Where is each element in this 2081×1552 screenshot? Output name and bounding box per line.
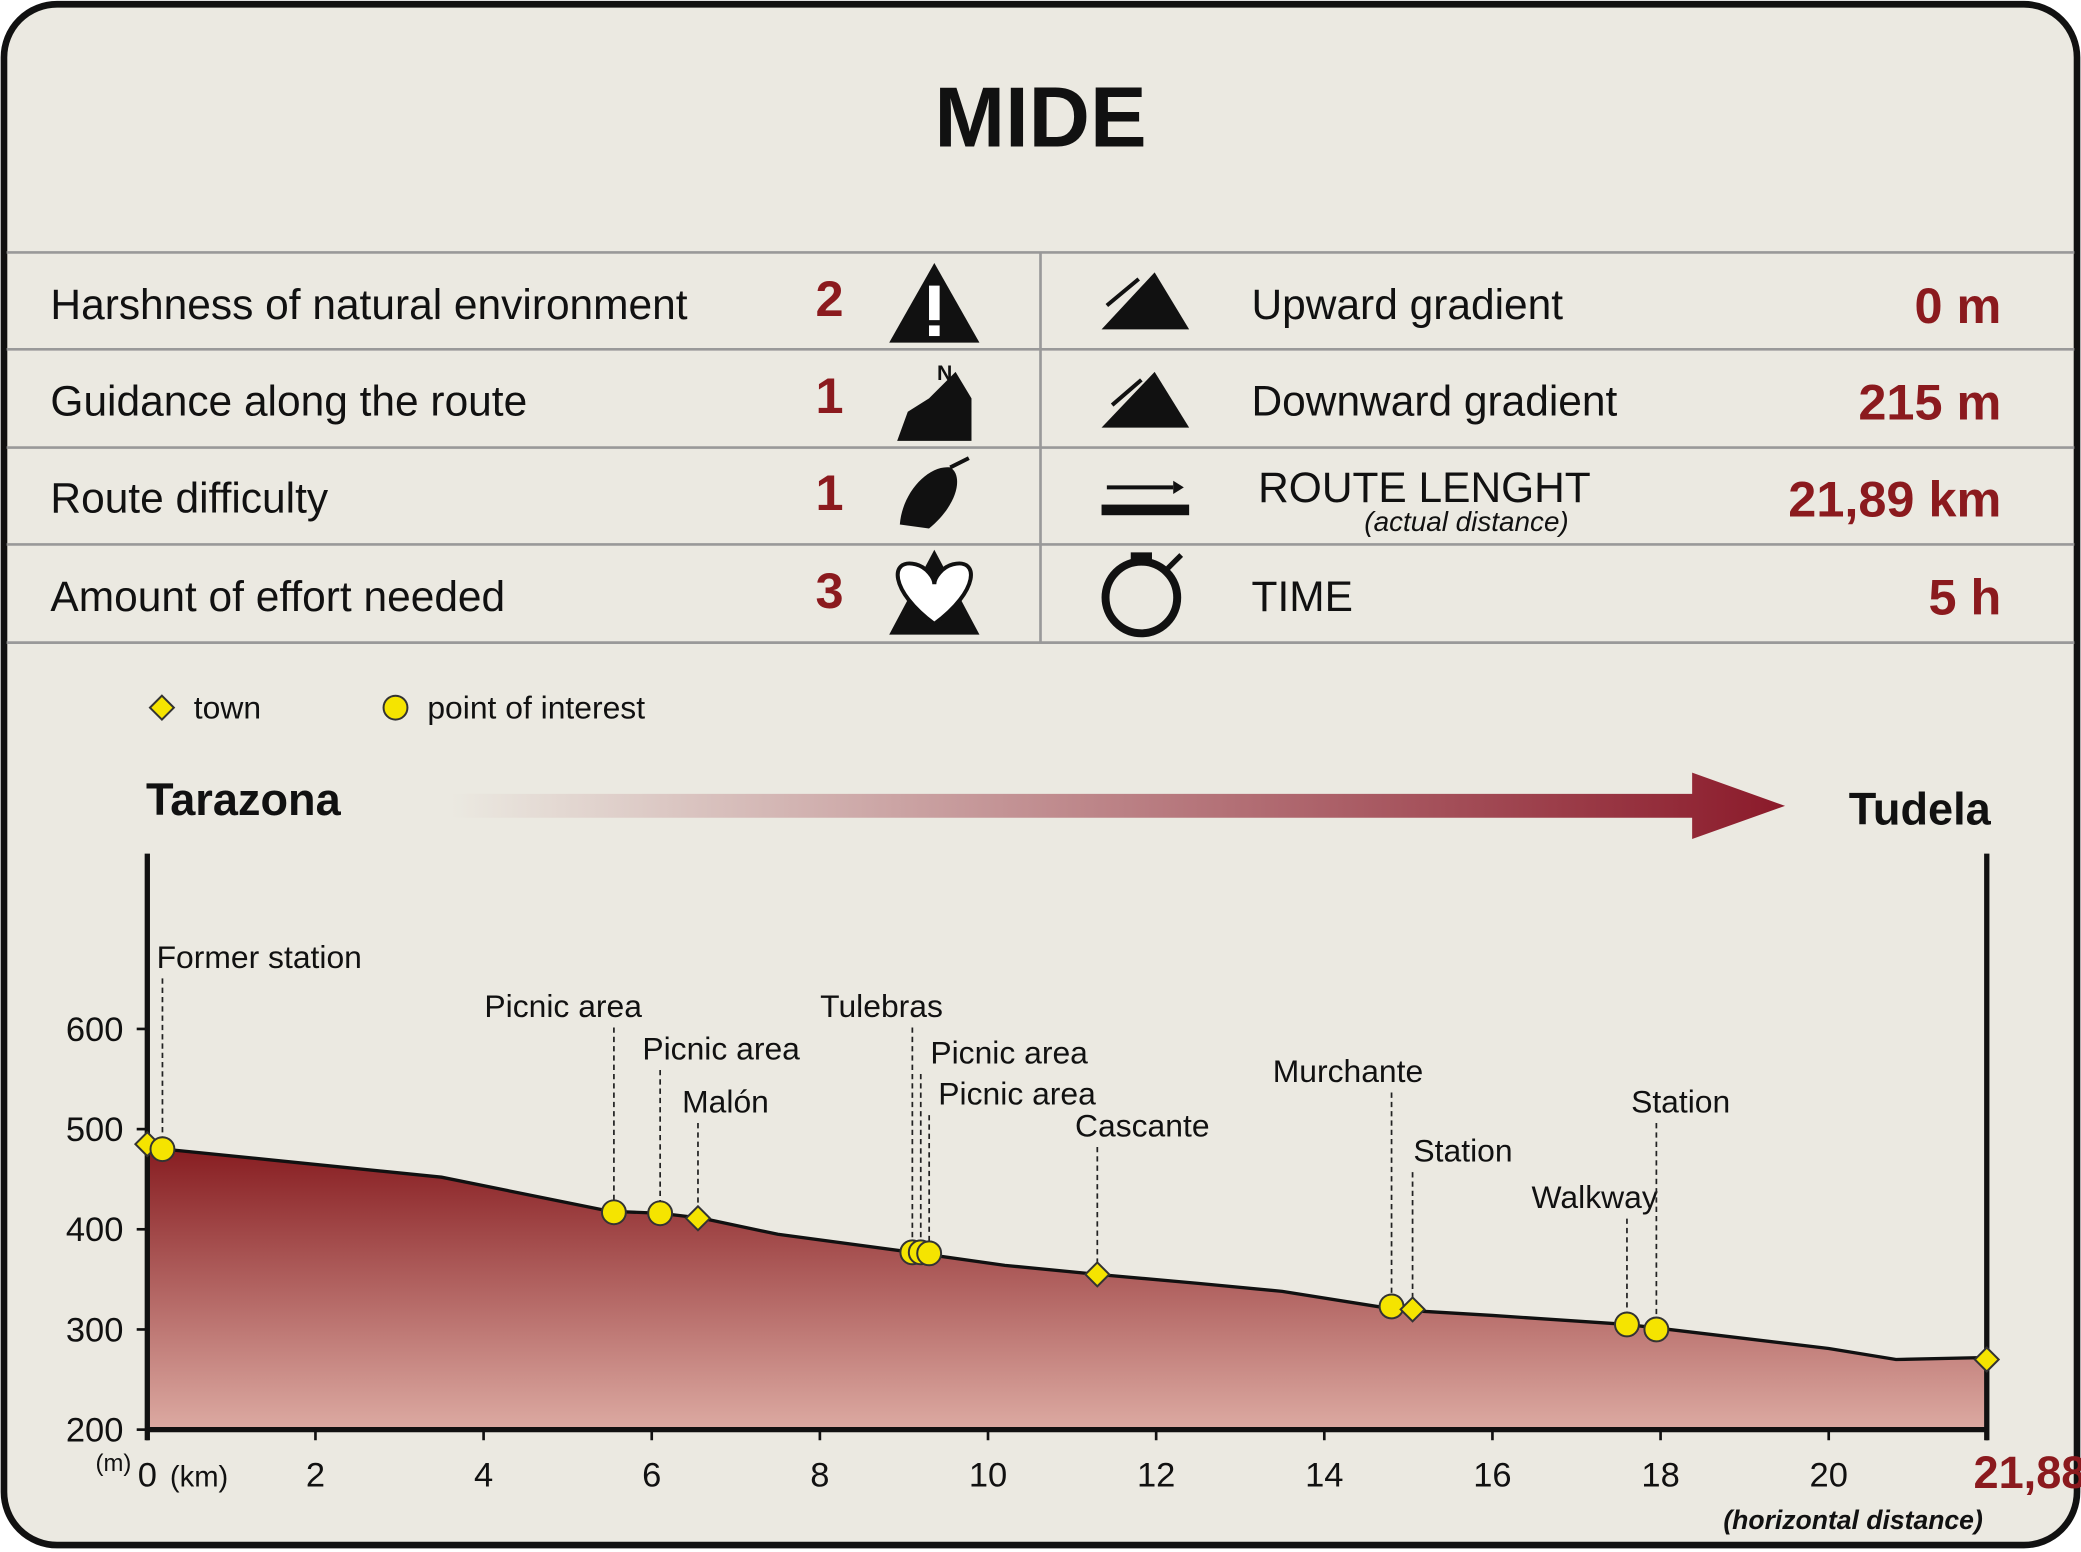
metric-value: 5 h <box>1929 569 2002 626</box>
poi-marker <box>647 1200 674 1227</box>
poi-marker <box>600 1199 627 1226</box>
start-label: Tarazona <box>146 774 342 825</box>
poi-marker <box>1643 1316 1670 1343</box>
table-lines <box>6 251 2075 644</box>
criterion-value: 1 <box>815 464 843 521</box>
x-tick-label: 16 <box>1473 1457 1511 1495</box>
town-marker <box>1083 1261 1111 1288</box>
poi-marker <box>149 1136 176 1163</box>
metric-label: TIME <box>1252 573 1353 620</box>
criterion-label: Route difficulty <box>50 475 328 522</box>
x-tick-label: 21,88 <box>1973 1447 2081 1498</box>
point-label: Walkway <box>1532 1179 1658 1215</box>
x-unit: (km) <box>170 1462 228 1494</box>
metric-value: 0 m <box>1914 277 2001 334</box>
y-tick-label: 300 <box>66 1311 124 1349</box>
legend-label: point of interest <box>427 689 645 725</box>
point-label: Murchante <box>1273 1053 1423 1089</box>
x-tick-label: 2 <box>306 1457 325 1495</box>
legend-marker <box>148 694 176 722</box>
criterion-label: Amount of effort needed <box>50 573 505 620</box>
metric-value: 21,89 km <box>1788 471 2001 528</box>
metric-note: (actual distance) <box>1364 506 1568 537</box>
x-tick-label: 12 <box>1137 1457 1175 1495</box>
point-label: Former station <box>157 939 362 975</box>
point-label: Malón <box>682 1083 769 1119</box>
point-label: Picnic area <box>938 1075 1096 1111</box>
y-tick-label: 400 <box>66 1211 124 1249</box>
point-label: Station <box>1631 1083 1730 1119</box>
metric-label: Upward gradient <box>1252 281 1564 328</box>
y-tick-label: 500 <box>66 1111 124 1149</box>
town-marker <box>1973 1346 2001 1373</box>
metric-label: ROUTE LENGHT <box>1258 464 1591 511</box>
x-tick-label: 18 <box>1641 1457 1679 1495</box>
legend-marker <box>382 694 409 721</box>
y-tick-label: 600 <box>66 1011 124 1049</box>
town-marker <box>1399 1296 1426 1323</box>
icons: N <box>889 263 1190 638</box>
point-label: Picnic area <box>930 1034 1088 1070</box>
poi-marker <box>1614 1311 1640 1338</box>
criterion-value: 3 <box>815 562 843 619</box>
x-tick-label: 14 <box>1305 1457 1343 1495</box>
criterion-value: 1 <box>815 367 843 424</box>
x-tick-label: 0 <box>138 1457 157 1495</box>
y-unit: (m) <box>96 1450 132 1477</box>
point-label: Tulebras <box>820 988 943 1024</box>
town-marker <box>684 1204 712 1232</box>
end-label: Tudela <box>1849 783 1992 834</box>
point-label: Picnic area <box>484 988 642 1024</box>
x-tick-label: 6 <box>642 1457 661 1495</box>
point-label: Station <box>1413 1133 1512 1169</box>
criterion-label: Harshness of natural environment <box>50 281 687 328</box>
x-tick-label: 4 <box>474 1457 493 1495</box>
direction-arrow <box>451 772 1786 840</box>
x-tick-label: 8 <box>810 1457 829 1495</box>
svg-text:N: N <box>937 362 952 385</box>
point-label: Cascante <box>1075 1107 1210 1143</box>
poi-marker <box>1378 1293 1405 1320</box>
title: MIDE <box>934 69 1146 164</box>
criterion-value: 2 <box>815 270 843 327</box>
metric-label: Downward gradient <box>1252 378 1618 425</box>
x-tick-label: 20 <box>1810 1457 1848 1495</box>
x-note: (horizontal distance) <box>1723 1505 1983 1535</box>
point-label: Picnic area <box>642 1030 800 1066</box>
legend-label: town <box>194 689 261 725</box>
metric-value: 215 m <box>1858 374 2001 431</box>
criterion-label: Guidance along the route <box>50 378 527 425</box>
poi-marker <box>916 1240 943 1267</box>
y-tick-label: 200 <box>66 1412 124 1450</box>
x-tick-label: 10 <box>969 1457 1007 1495</box>
